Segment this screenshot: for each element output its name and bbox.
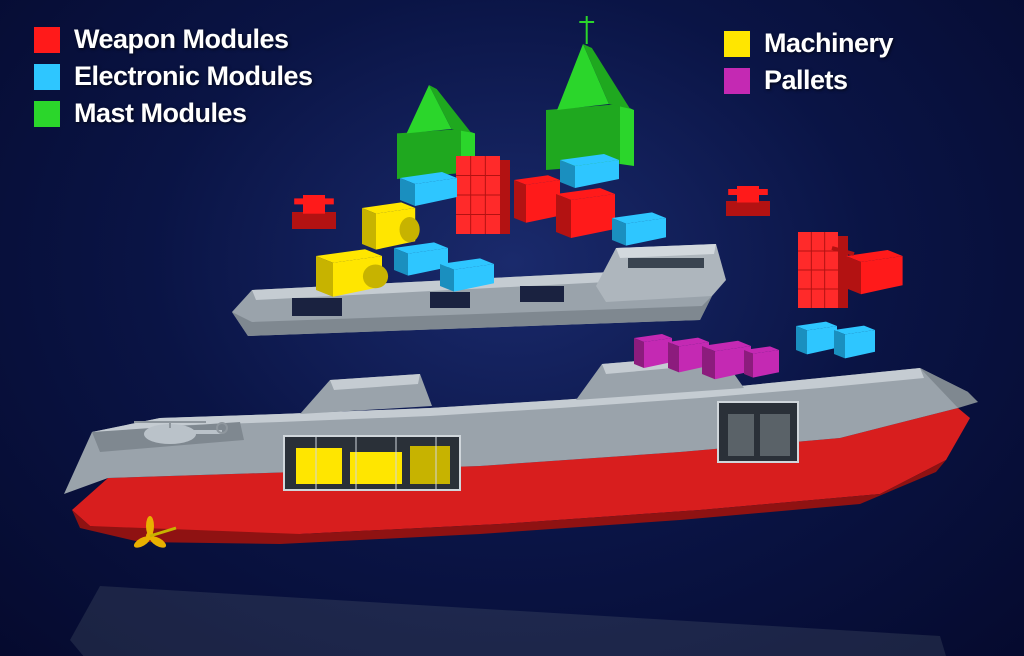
reflection (70, 586, 970, 656)
mast-modules (397, 16, 634, 179)
superstructure-deck (232, 244, 726, 336)
ship-diagram (0, 0, 1024, 656)
